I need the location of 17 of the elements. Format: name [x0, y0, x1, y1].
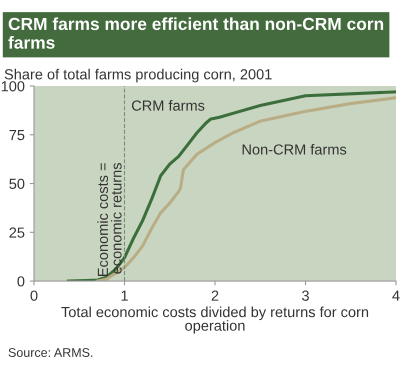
x-tick-label: 1 [122, 290, 128, 301]
chart-title: CRM farms more efficient than non-CRM corn farms [8, 17, 384, 49]
x-axis-title: Total economic costs divided by returns for corn operation [61, 306, 368, 334]
y-tick-label: 75 [10, 130, 24, 140]
source-note: Source: ARMS. [8, 348, 92, 357]
y-tick-label: 50 [9, 178, 24, 189]
x-tick-label: 0 [30, 290, 38, 301]
y-tick-label: 0 [17, 276, 24, 287]
x-tick-label: 3 [302, 290, 309, 301]
x-tick-label: 2 [212, 290, 218, 301]
series-label: CRM farms [132, 100, 204, 111]
y-tick-label: 100 [2, 81, 24, 92]
x-tick-label: 4 [392, 290, 400, 301]
y-axis-title: Share of total farms producing corn, 2001 [4, 68, 272, 82]
series-label: Non-CRM farms [242, 144, 346, 155]
y-tick-label: 25 [9, 227, 24, 238]
ref-line-label: Economic costs = economic returns [97, 163, 122, 276]
